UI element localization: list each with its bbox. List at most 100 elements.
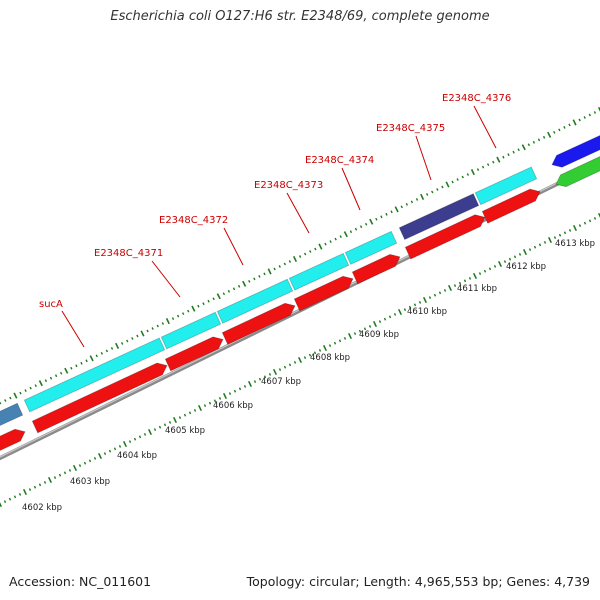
outer-tick: [34, 384, 37, 388]
outer-tick: [105, 349, 109, 353]
outer-tick: [267, 268, 272, 275]
tick-label-4606: 4606 kbp: [213, 401, 253, 411]
outer-tick: [59, 371, 63, 375]
inner-tick: [478, 272, 482, 275]
outer-tick: [364, 222, 368, 226]
outer-tick: [126, 339, 129, 343]
outer-tick: [288, 260, 292, 263]
outer-tick: [405, 202, 409, 206]
tick-label-4610: 4610 kbp: [407, 307, 447, 317]
inner-tick: [93, 457, 97, 460]
outer-tick: [156, 324, 159, 328]
outer-tick: [339, 235, 342, 239]
gene-label-E2348C_4375: E2348C_4375: [376, 123, 445, 134]
outer-tick: [75, 364, 78, 368]
outer-tick: [136, 334, 139, 338]
inner-tick: [488, 267, 492, 271]
outer-tick: [507, 153, 510, 157]
outer-tick: [558, 128, 561, 132]
outer-tick: [578, 118, 581, 122]
outer-tick: [49, 376, 53, 380]
tick-label-4613: 4613 kbp: [555, 239, 595, 249]
tick-label-4603: 4603 kbp: [70, 477, 110, 487]
inner-tick: [472, 272, 478, 280]
inner-tick: [547, 236, 553, 244]
outer-tick: [187, 309, 190, 313]
outer-tick: [248, 279, 251, 283]
feature-green: [555, 156, 600, 188]
outer-tick: [216, 293, 221, 300]
inner-tick: [3, 500, 7, 503]
inner-tick: [18, 493, 22, 496]
gene-leader-line: [61, 310, 85, 348]
outer-tick: [476, 168, 480, 171]
gene-label-E2348C_4374: E2348C_4374: [305, 155, 374, 166]
outer-tick: [400, 205, 403, 209]
outer-tick: [563, 126, 566, 129]
inner-tick: [328, 344, 332, 347]
outer-tick: [151, 327, 154, 330]
outer-tick: [481, 165, 485, 169]
inner-tick: [428, 296, 432, 299]
outer-tick: [542, 135, 546, 139]
inner-tick: [228, 392, 232, 395]
outer-tick: [410, 200, 414, 204]
inner-tick: [158, 425, 162, 429]
feature-4371-reverse: [164, 336, 224, 372]
inner-tick: [103, 452, 107, 455]
inner-tick: [363, 327, 367, 331]
outer-tick: [486, 163, 490, 167]
inner-tick: [418, 301, 422, 304]
outer-tick: [431, 190, 434, 194]
inner-tick: [97, 452, 103, 460]
outer-tick: [380, 215, 383, 219]
outer-tick: [441, 185, 444, 189]
outer-tick: [29, 386, 32, 390]
feature-4374-forward: [344, 230, 398, 265]
outer-tick: [314, 247, 317, 251]
gene-leader-line: [341, 167, 361, 211]
inner-tick: [593, 217, 597, 220]
outer-tick: [492, 160, 495, 164]
inner-tick: [197, 404, 203, 412]
outer-tick: [343, 231, 348, 238]
inner-tick: [483, 269, 487, 273]
gene-leader-line: [473, 105, 497, 149]
inner-tick: [178, 416, 182, 419]
outer-tick: [436, 188, 439, 191]
inner-tick: [543, 241, 547, 244]
inner-tick: [518, 253, 522, 256]
inner-tick: [238, 387, 242, 391]
outer-tick: [54, 374, 58, 378]
inner-tick: [422, 296, 428, 304]
inner-tick: [233, 389, 237, 393]
outer-tick: [568, 123, 571, 127]
outer-tick: [292, 255, 298, 263]
outer-tick: [24, 389, 27, 392]
inner-tick: [108, 449, 112, 453]
outer-tick: [354, 227, 358, 231]
feature-4376-reverse: [481, 188, 541, 224]
outer-tick: [385, 212, 388, 216]
inner-tick: [183, 413, 187, 417]
outer-tick: [95, 354, 98, 358]
leader-layer: [61, 105, 497, 348]
outer-tick: [502, 155, 505, 159]
outer-tick: [4, 399, 7, 402]
inner-tick: [522, 248, 528, 256]
outer-tick: [181, 312, 185, 316]
feature-4375-reverse: [404, 214, 486, 260]
inner-tick: [63, 471, 67, 475]
outer-tick: [85, 359, 88, 363]
inner-tick: [497, 260, 503, 268]
outer-tick: [597, 106, 600, 112]
gene-leader-line: [286, 192, 310, 234]
feature-4372-reverse: [221, 302, 296, 345]
inner-tick: [13, 495, 17, 499]
inner-tick: [303, 356, 307, 359]
inner-tick: [338, 339, 342, 343]
tick-label-4605: 4605 kbp: [165, 426, 205, 436]
outer-tick: [547, 131, 552, 138]
outer-tick: [466, 173, 470, 176]
feature-blue: [551, 135, 600, 168]
